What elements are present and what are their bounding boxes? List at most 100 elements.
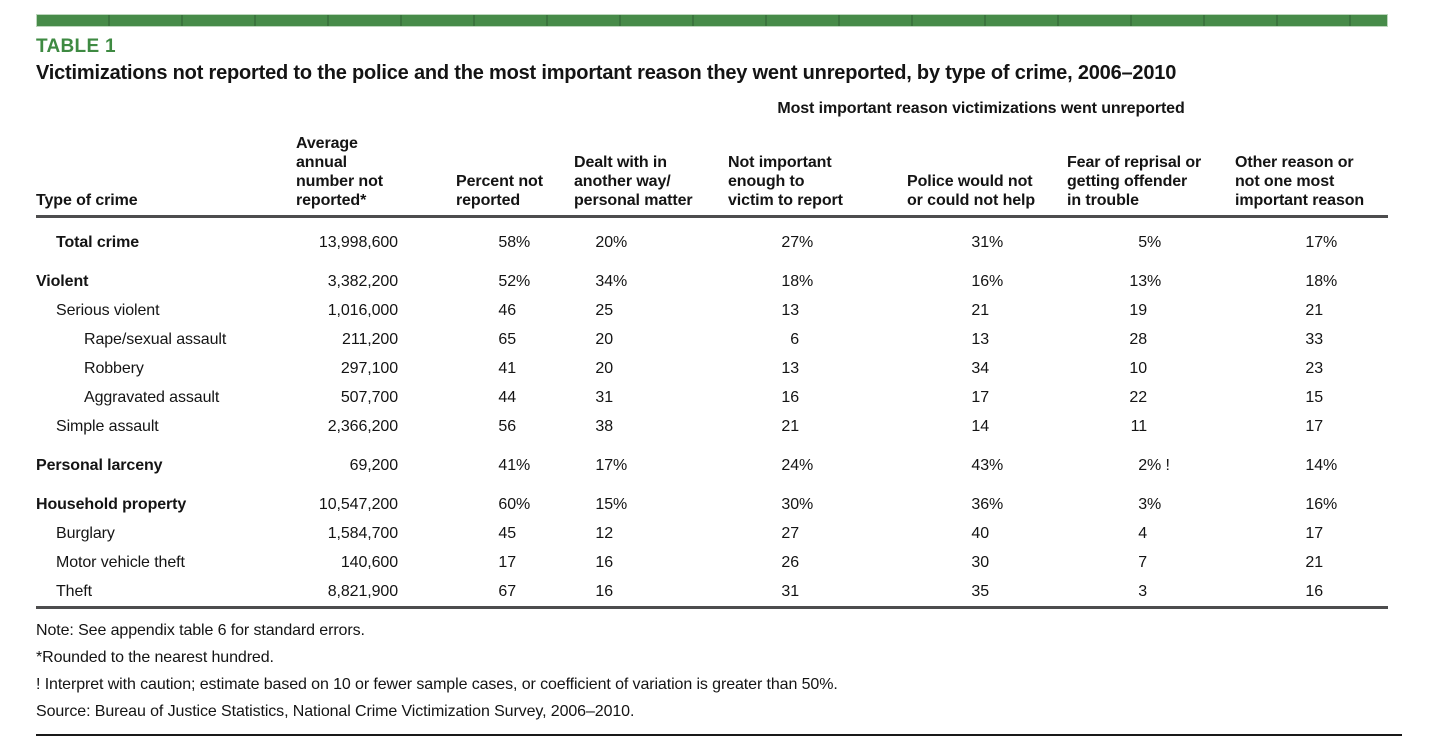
value-cell: 17 — [406, 548, 574, 577]
value-suffix: % — [1323, 456, 1338, 474]
value-cell: 24% — [728, 441, 907, 480]
value-cell: 69,200 — [349, 456, 398, 474]
value-number: 33 — [1305, 330, 1323, 348]
value-cell: 30 — [907, 548, 1067, 577]
table-row: Simple assault 2,366,200 56 38 21 14 11 17 — [36, 412, 1388, 441]
report-table-page: TABLE 1 Victimizations not reported to t… — [36, 14, 1402, 736]
row-label: Robbery — [84, 359, 144, 377]
value-suffix: % — [799, 272, 814, 290]
table-row: Burglary 1,584,700 45 12 27 40 4 17 — [36, 519, 1388, 548]
value-cell: 13 — [907, 325, 1067, 354]
value-cell: 4 — [1067, 519, 1235, 548]
value-number: 15 — [595, 495, 613, 513]
value-number: 30 — [971, 553, 989, 571]
value-cell: 3,382,200 — [327, 272, 398, 290]
spanner-header: Most important reason victimizations wen… — [777, 100, 1185, 117]
value-suffix: % — [613, 456, 628, 474]
column-header-dealt-with: Dealt with in another way/ personal matt… — [574, 122, 728, 218]
table-row: Rape/sexual assault 211,200 65 20 6 13 28 33 — [36, 325, 1388, 354]
value-cell: 17 — [907, 383, 1067, 412]
value-number: 65 — [498, 330, 516, 348]
value-number: 25 — [595, 301, 613, 319]
note-caution-flag: ! Interpret with caution; estimate based… — [36, 676, 838, 693]
value-number: 58 — [498, 233, 516, 251]
row-label: Burglary — [56, 524, 115, 542]
column-header-average-annual: Average annual number not reported* — [296, 122, 406, 218]
value-number: 2 — [1138, 456, 1147, 474]
value-number: 13 — [971, 330, 989, 348]
value-cell: 26 — [728, 548, 907, 577]
value-number: 60 — [498, 495, 516, 513]
value-suffix: % — [613, 495, 628, 513]
value-number: 36 — [971, 495, 989, 513]
table-row: Personal larceny 69,200 41% 17% 24% 43% 2% ! 14… — [36, 441, 1388, 480]
value-number: 52 — [498, 272, 516, 290]
value-cell: 507,700 — [340, 388, 398, 406]
value-cell: 10 — [1067, 354, 1235, 383]
value-suffix: % — [516, 495, 531, 513]
value-number: 17 — [1305, 233, 1323, 251]
value-number: 18 — [781, 272, 799, 290]
value-cell: 3% — [1067, 480, 1235, 519]
value-number: 34 — [595, 272, 613, 290]
value-suffix: % — [1147, 233, 1162, 251]
row-label: Aggravated assault — [84, 388, 220, 406]
value-cell: 14 — [907, 412, 1067, 441]
value-number: 16 — [1305, 495, 1323, 513]
value-cell: 5% — [1067, 217, 1235, 258]
value-cell: 21 — [1235, 548, 1388, 577]
value-suffix: % — [613, 233, 628, 251]
value-cell: 21 — [1235, 296, 1388, 325]
row-label: Motor vehicle theft — [56, 553, 185, 571]
value-number: 3 — [1138, 495, 1147, 513]
value-cell: 21 — [728, 412, 907, 441]
table-row: Serious violent 1,016,000 46 25 13 21 19 21 — [36, 296, 1388, 325]
value-cell: 36% — [907, 480, 1067, 519]
value-suffix: % — [989, 495, 1004, 513]
value-suffix: % — [1323, 495, 1338, 513]
row-label: Theft — [36, 577, 296, 609]
value-cell: 13,998,600 — [318, 233, 398, 251]
value-cell: 17 — [1235, 412, 1388, 441]
value-suffix: % — [799, 233, 814, 251]
value-cell: 31% — [907, 217, 1067, 258]
value-number: 31 — [971, 233, 989, 251]
table-row: Aggravated assault 507,700 44 31 16 17 22 15 — [36, 383, 1388, 412]
column-header-other-reason: Other reason or not one most important r… — [1235, 122, 1389, 218]
value-number: 24 — [781, 456, 799, 474]
value-number: 20 — [595, 330, 613, 348]
table-notes: Note: See appendix table 6 for standard … — [36, 611, 1402, 736]
value-number: 18 — [1305, 272, 1323, 290]
value-cell: 30% — [728, 480, 907, 519]
value-cell: 41 — [406, 354, 574, 383]
value-cell: 35 — [907, 577, 1067, 609]
row-label: Household property — [36, 495, 187, 513]
value-suffix: % — [1147, 272, 1162, 290]
value-cell: 17% — [1235, 217, 1388, 258]
value-cell: 40 — [907, 519, 1067, 548]
value-suffix: % — [613, 272, 628, 290]
value-cell: 31 — [574, 383, 728, 412]
value-number: 17 — [971, 388, 989, 406]
value-cell: 211,200 — [342, 330, 398, 348]
value-number: 15 — [1305, 388, 1323, 406]
value-number: 41 — [498, 456, 516, 474]
row-label: Rape/sexual assault — [84, 330, 227, 348]
value-cell: 56 — [406, 412, 574, 441]
value-cell: 140,600 — [340, 553, 398, 571]
value-cell: 44 — [406, 383, 574, 412]
value-cell: 11 — [1067, 412, 1235, 441]
column-header-type-of-crime: Type of crime — [36, 122, 296, 218]
row-label: Serious violent — [56, 301, 160, 319]
value-number: 67 — [498, 582, 516, 600]
value-cell: 58% — [406, 217, 574, 258]
value-cell: 8,821,900 — [296, 577, 406, 609]
value-number: 16 — [781, 388, 799, 406]
note-rounded: *Rounded to the nearest hundred. — [36, 649, 274, 666]
value-suffix: % — [516, 456, 531, 474]
value-cell: 31 — [728, 577, 907, 609]
value-cell: 15% — [574, 480, 728, 519]
table-row: Robbery 297,100 41 20 13 34 10 23 — [36, 354, 1388, 383]
value-suffix: % — [1147, 495, 1162, 513]
victimization-data-table: Most important reason victimizations wen… — [36, 99, 1389, 609]
